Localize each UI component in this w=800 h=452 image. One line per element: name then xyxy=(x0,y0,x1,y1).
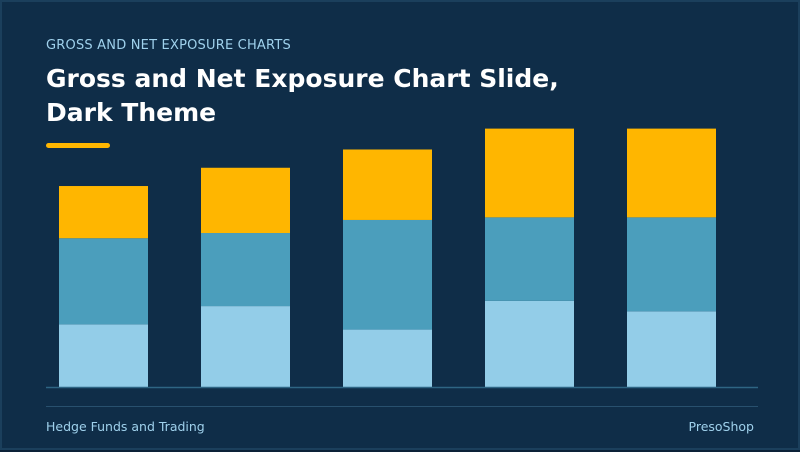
bar-5-middle-segment xyxy=(627,217,716,312)
title-accent-bar xyxy=(46,143,110,148)
bar-3-middle-segment xyxy=(343,219,432,330)
bar-3-bottom-segment xyxy=(343,329,432,387)
bar-2-top-segment xyxy=(201,167,290,234)
bar-2-middle-segment xyxy=(201,233,290,307)
footer-category: Hedge Funds and Trading xyxy=(46,419,205,434)
slide-title-line-2: Dark Theme xyxy=(46,98,217,127)
bar-2-bottom-segment xyxy=(201,306,290,387)
bar-1-top-segment xyxy=(59,186,148,239)
bar-5-top-segment xyxy=(627,128,716,218)
bar-4-middle-segment xyxy=(485,217,574,301)
bar-4-top-segment xyxy=(485,128,574,218)
footer-divider xyxy=(46,406,758,407)
bar-3-top-segment xyxy=(343,149,432,220)
slide-title: Gross and Net Exposure Chart Slide, Dark… xyxy=(46,62,666,130)
footer-brand: PresoShop xyxy=(688,419,754,434)
bar-1-bottom-segment xyxy=(59,324,148,387)
bar-1-middle-segment xyxy=(59,238,148,325)
slide-title-line-1: Gross and Net Exposure Chart Slide, xyxy=(46,64,559,93)
bar-4-bottom-segment xyxy=(485,300,574,387)
slide-kicker: GROSS AND NET EXPOSURE CHARTS xyxy=(46,38,291,53)
bar-5-bottom-segment xyxy=(627,311,716,387)
